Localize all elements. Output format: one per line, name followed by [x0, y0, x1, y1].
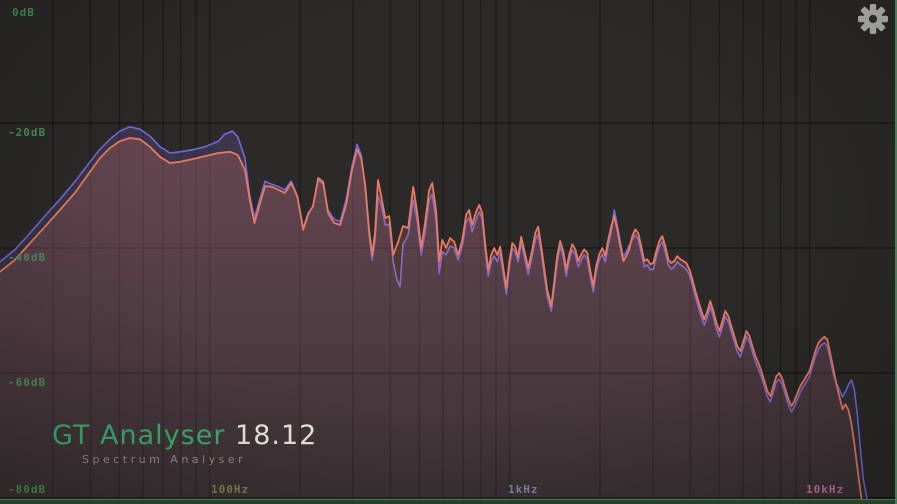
- app-title: GT Analyser: [52, 420, 226, 451]
- db-tick-label: -60dB: [8, 376, 47, 389]
- settings-gear-icon[interactable]: [857, 3, 889, 35]
- db-tick-label: -80dB: [8, 483, 47, 496]
- db-tick-label: -40dB: [8, 251, 47, 264]
- app-title-line: GT Analyser 18.12: [52, 420, 317, 451]
- gear-glyph: [858, 4, 888, 34]
- right-edge-strip: [895, 0, 897, 504]
- branding-block: GT Analyser 18.12 Spectrum Analyser: [52, 420, 317, 466]
- spectrum-trace-orange-fill: [0, 138, 863, 504]
- db-tick-label: 0dB: [12, 6, 35, 19]
- bottom-edge-strip: [0, 499, 897, 504]
- app-subtitle: Spectrum Analyser: [82, 453, 247, 466]
- freq-tick-label: 1kHz: [508, 483, 539, 496]
- freq-tick-label: 10kHz: [806, 483, 845, 496]
- spectrum-trace-orange: [0, 137, 864, 504]
- app-version: 18.12: [235, 420, 318, 451]
- freq-tick-label: 100Hz: [211, 483, 250, 496]
- db-tick-label: -20dB: [8, 126, 47, 139]
